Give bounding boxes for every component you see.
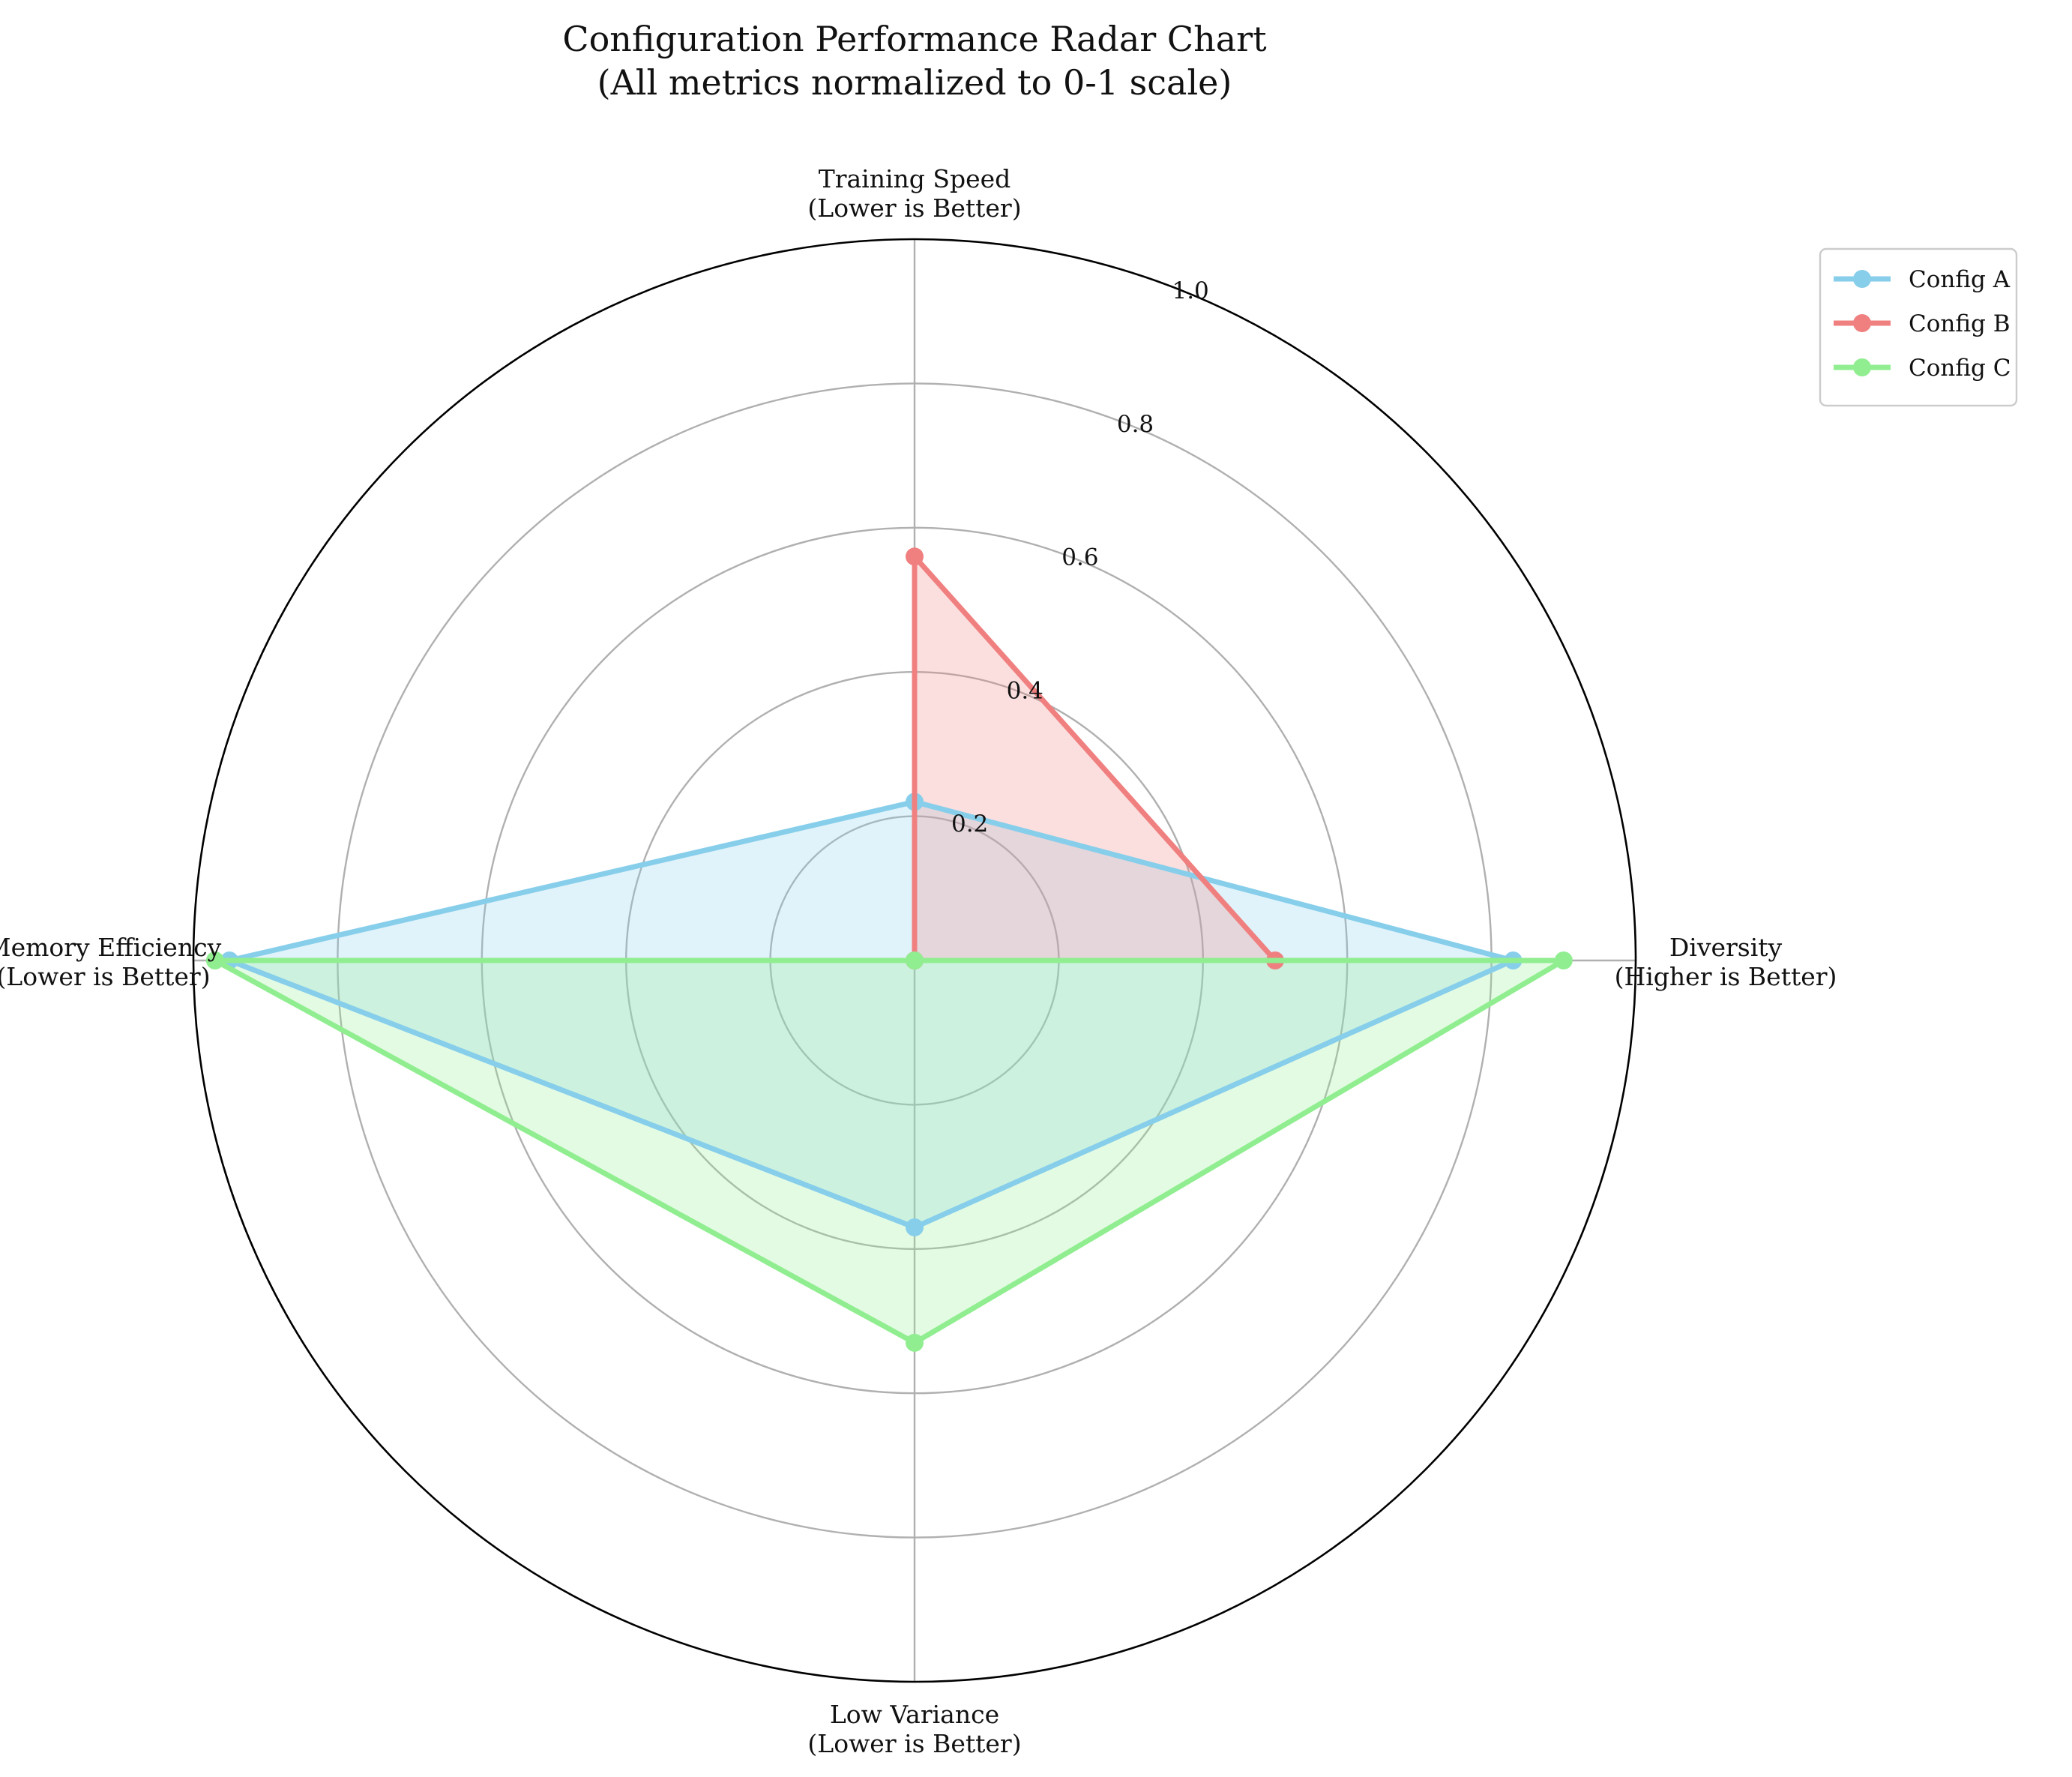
axis-label-name-3: Memory Efficiency bbox=[0, 933, 222, 962]
legend-swatch-marker-0 bbox=[1853, 270, 1871, 288]
legend-label-1: Config B bbox=[1909, 310, 2011, 337]
axis-label-note-1: (Higher is Better) bbox=[1615, 962, 1837, 991]
radial-tick-label: 1.0 bbox=[1172, 277, 1208, 304]
radial-tick-labels: 0.2 0.4 0.6 0.8 1.0 bbox=[951, 277, 1209, 838]
data-point-2-2 bbox=[906, 1333, 924, 1352]
axis-label-name-0: Training Speed bbox=[819, 164, 1011, 193]
axis-label-note-0: (Lower is Better) bbox=[807, 193, 1021, 223]
legend-swatch-marker-1 bbox=[1853, 314, 1871, 332]
legend-swatch-marker-2 bbox=[1853, 358, 1871, 376]
legend[interactable]: Config A Config B Config C bbox=[1819, 247, 2018, 407]
radial-tick-label: 0.8 bbox=[1117, 411, 1154, 438]
data-point-2-0 bbox=[906, 951, 924, 969]
chart-subtitle: (All metrics normalized to 0-1 scale) bbox=[597, 62, 1232, 103]
axis-label-note-2: (Lower is Better) bbox=[807, 1729, 1021, 1758]
data-point-0-2 bbox=[906, 1218, 924, 1236]
series-fill-2 bbox=[214, 960, 1564, 1343]
series-line-layer bbox=[205, 547, 1573, 1352]
radial-tick-label: 0.4 bbox=[1007, 677, 1043, 704]
legend-label-2: Config C bbox=[1909, 355, 2011, 382]
series-fill-layer bbox=[214, 556, 1564, 1343]
axis-label-note-3: (Lower is Better) bbox=[0, 962, 211, 991]
series-fill-0 bbox=[229, 802, 1514, 1227]
axis-labels: Training Speed(Lower is Better)Diversity… bbox=[0, 164, 1837, 1758]
outer-frame bbox=[192, 238, 1637, 1683]
axis-label-name-1: Diversity bbox=[1669, 933, 1783, 962]
data-point-1-0 bbox=[906, 547, 924, 566]
legend-label-0: Config A bbox=[1909, 266, 2011, 293]
chart-title: Configuration Performance Radar Chart bbox=[562, 19, 1267, 59]
axis-label-name-2: Low Variance bbox=[830, 1700, 999, 1729]
data-point-2-1 bbox=[1554, 951, 1573, 969]
radial-tick-label: 0.6 bbox=[1061, 544, 1098, 571]
data-point-2-3 bbox=[205, 951, 224, 969]
radial-tick-label: 0.2 bbox=[951, 811, 988, 838]
